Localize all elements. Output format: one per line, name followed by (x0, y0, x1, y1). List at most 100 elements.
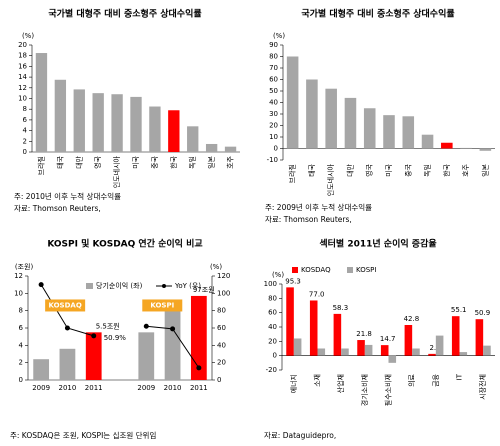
y-tick-label: 14 (18, 73, 27, 81)
y-tick-label: 40 (268, 323, 277, 331)
x-tick-label: 독일 (423, 164, 432, 177)
x-tick-label: 대만 (74, 155, 83, 168)
y-axis-unit: (%) (272, 271, 284, 279)
y2-tick-label: 80 (217, 307, 226, 315)
bar (459, 352, 468, 356)
chart-title: KOSPI 및 KOSDAQ 연간 순이익 비교 (47, 238, 202, 250)
bar (479, 148, 492, 151)
x-tick-label: 소재 (314, 374, 322, 387)
bar (441, 142, 453, 149)
y-tick-label: 80 (268, 294, 277, 302)
data-label: 58.3 (333, 304, 349, 312)
bar (205, 143, 218, 152)
bar (435, 335, 444, 356)
bar (363, 108, 376, 149)
x-tick-label: 독일 (188, 156, 197, 169)
annotation: 5.5조원 (96, 321, 120, 330)
x-tick-label: 브라질 (36, 156, 45, 175)
bar (306, 79, 318, 149)
data-label: 42.8 (404, 315, 420, 323)
legend-label: 당기순이익 (좌) (96, 281, 143, 290)
bar (85, 332, 102, 380)
x-tick-label: 호주 (227, 155, 235, 168)
yoy-point (38, 282, 44, 288)
bar (33, 359, 50, 380)
bar (190, 295, 207, 380)
data-label: 77.0 (309, 290, 325, 298)
footnote: 자료: Thomson Reuters, (265, 215, 352, 224)
bar (59, 348, 76, 380)
y-tick-label: 6 (19, 324, 24, 332)
y-tick-label: 0 (19, 376, 23, 384)
x-tick-label: 영국 (365, 163, 374, 176)
y-tick-label: 18 (18, 52, 27, 60)
bar (164, 306, 181, 380)
data-label: 2.5 (429, 344, 440, 352)
yoy-point (64, 325, 70, 331)
data-label: 95.3 (285, 277, 301, 285)
bar (325, 88, 337, 149)
x-tick-label: 2010 (59, 384, 77, 392)
y-axis-unit: (조원) (15, 262, 34, 271)
x-tick-label: 브라질 (288, 164, 297, 183)
x-tick-label: 호주 (462, 163, 470, 176)
bar (412, 348, 420, 356)
bar (483, 345, 491, 356)
y-tick-label: -20 (266, 366, 277, 374)
bar (187, 126, 199, 152)
footnote: 자료: Dataguidepro, (264, 431, 336, 440)
legend-label: KOSDAQ (301, 266, 331, 274)
bar (460, 147, 472, 149)
chart-title: 섹터별 2011년 순이익 증감율 (319, 238, 436, 250)
bar (111, 94, 123, 152)
x-tick-label: 2011 (190, 384, 208, 392)
group-label: KOSPI (150, 301, 174, 309)
bar (138, 332, 155, 380)
group-box (45, 299, 86, 312)
y-tick-label: 12 (14, 272, 23, 280)
legend-label: YoY (우) (174, 282, 201, 290)
y-tick-label: 0 (23, 148, 27, 156)
y-tick-label: 10 (269, 133, 278, 141)
bar (357, 340, 365, 356)
bar (130, 96, 142, 152)
legend-label: KOSPI (356, 266, 376, 274)
y-tick-label: 4 (19, 341, 24, 349)
bar (364, 344, 373, 356)
footnote: 주: KOSDAQ은 조원, KOSPI는 십조원 단위임 (10, 430, 156, 440)
y-tick-label: 80 (269, 53, 278, 61)
annotation: 50.9% (104, 334, 127, 342)
y-tick-label: 20 (18, 41, 27, 49)
y2-tick-label: 60 (217, 324, 226, 332)
x-tick-label: 미국 (131, 155, 140, 168)
bar (428, 353, 436, 356)
data-label: 14.7 (380, 335, 396, 343)
x-tick-label: 태국 (308, 163, 316, 176)
group-box (142, 299, 183, 312)
footnote: 주: 2009년 이후 누적 상대수익률 (265, 202, 372, 212)
yoy-point (143, 323, 149, 329)
bar (293, 338, 302, 356)
x-tick-label: 대만 (345, 163, 354, 176)
x-tick-label: 경기소비재 (360, 374, 369, 406)
y-tick-label: 8 (19, 307, 23, 315)
legend-swatch (347, 267, 353, 273)
bar (35, 53, 48, 152)
y-tick-label: 8 (23, 105, 27, 113)
y-tick-label: 10 (14, 289, 23, 297)
y-tick-label: 30 (269, 110, 278, 118)
bar (451, 316, 460, 356)
y-tick-label: 16 (18, 62, 27, 70)
bar (286, 287, 294, 356)
y-tick-label: 20 (269, 122, 278, 130)
y-tick-label: 70 (269, 64, 278, 72)
bar (344, 97, 357, 149)
bar (402, 116, 415, 149)
y2-tick-label: 0 (217, 376, 221, 384)
y-tick-label: 4 (23, 127, 28, 135)
y-tick-label: 12 (18, 84, 27, 92)
y-tick-label: 0 (274, 145, 278, 153)
y-axis-unit: (%) (273, 32, 285, 40)
y2-tick-label: 100 (217, 289, 230, 297)
